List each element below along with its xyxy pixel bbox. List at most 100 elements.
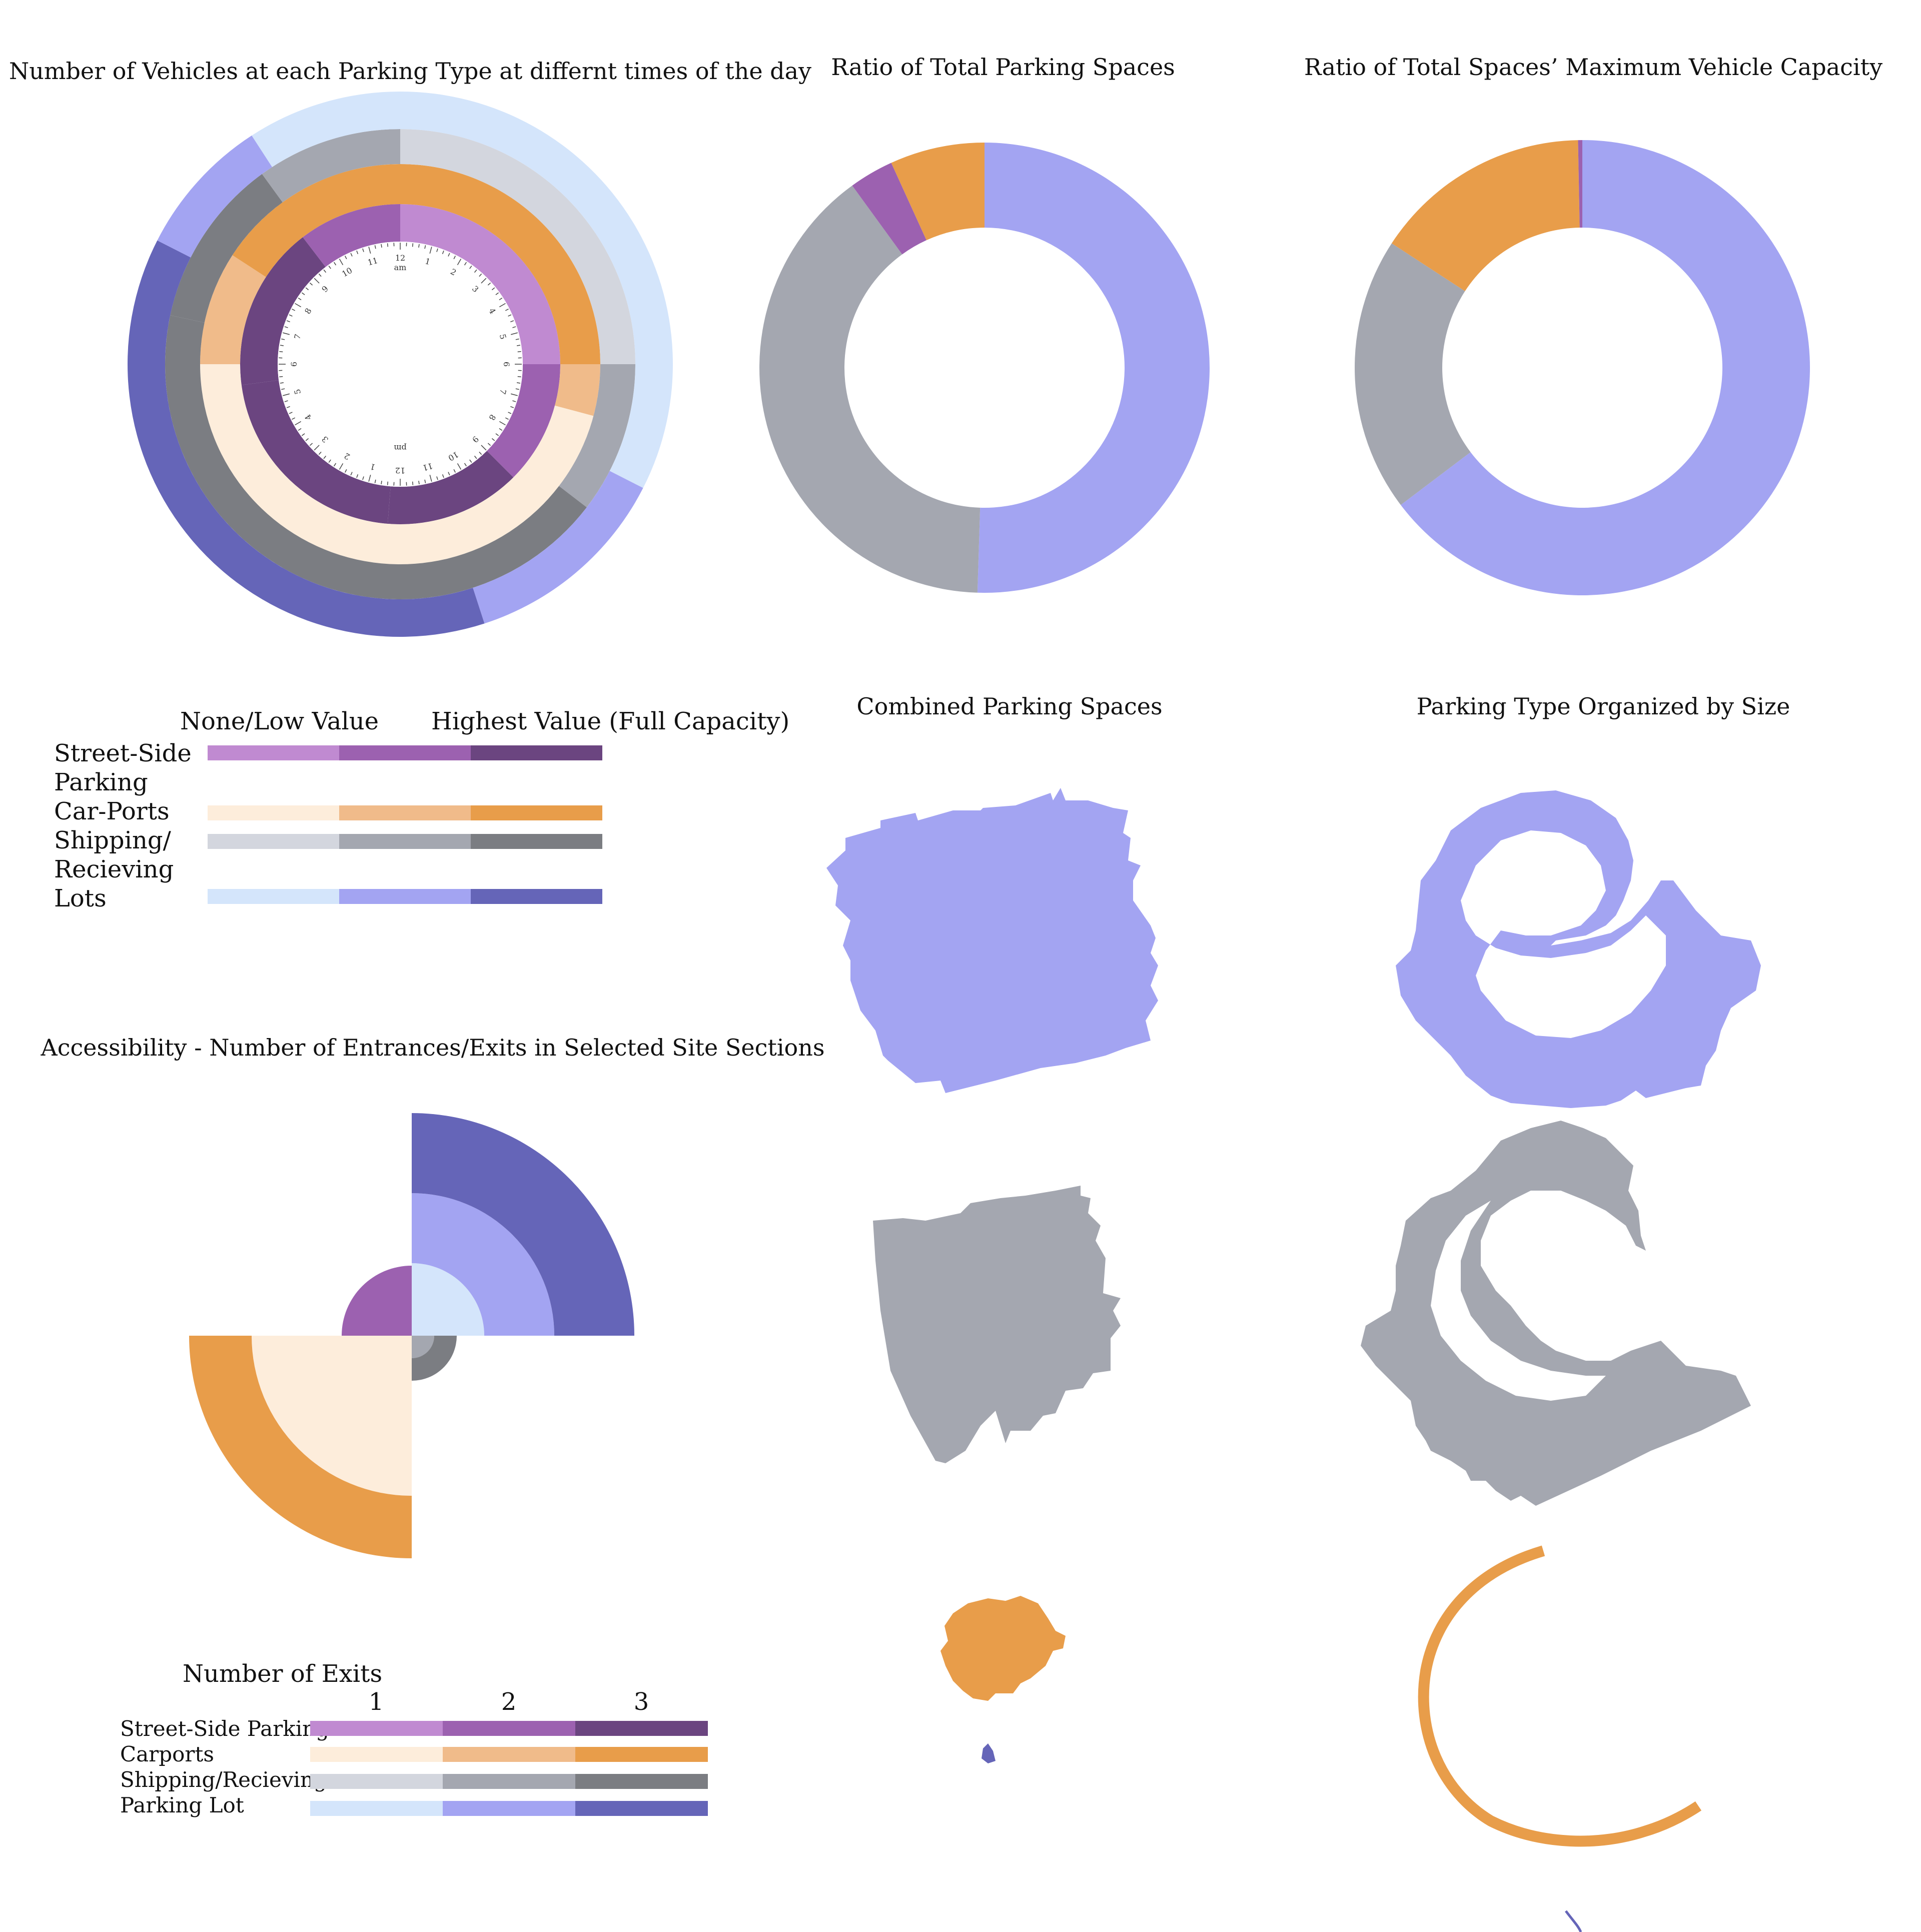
- ring-street-segment-1: [487, 364, 560, 478]
- exits-legend-swatch-lot-1: [443, 1801, 575, 1816]
- clock-tick-mark: [469, 459, 472, 463]
- rose-sector-street-0: [342, 1266, 412, 1336]
- clock-tick-mark: [286, 320, 290, 323]
- clock-tick-mark: [309, 443, 313, 446]
- clock-tick-mark: [457, 463, 462, 470]
- exits-legend-swatch-street-1: [443, 1721, 575, 1736]
- clock-tick-mark: [345, 256, 347, 260]
- capacity-legend: None/Low Value Highest Value (Full Capac…: [54, 707, 789, 912]
- clock-tick-mark: [429, 475, 432, 482]
- exits-legend-swatch-carport-0: [310, 1747, 443, 1762]
- exits-label-lot: Parking Lot: [120, 1793, 244, 1817]
- ring-shipping-segment-2: [165, 315, 587, 599]
- clock-tick-mark: [457, 259, 462, 266]
- clock-tick-mark: [499, 298, 503, 301]
- clock-tick-mark: [309, 282, 313, 286]
- ring-shipping-segment-0: [400, 129, 635, 364]
- clock-tick-mark: [436, 248, 438, 252]
- clock-tick-mark: [280, 345, 284, 346]
- combined-carport-map: [940, 1596, 1066, 1701]
- clock-hour-label-17: 5: [292, 388, 303, 396]
- clock-tick-mark: [295, 303, 302, 308]
- rose-sector-lot-0: [412, 1263, 484, 1336]
- clock-face: [278, 242, 523, 487]
- high-value-label: Highest Value (Full Capacity): [431, 707, 789, 735]
- clock-tick-mark: [508, 412, 512, 414]
- clock-tick-mark: [508, 314, 512, 317]
- exits-legend-swatch-lot-2: [575, 1801, 708, 1816]
- radial-chart-title: Number of Vehicles at each Parking Type …: [9, 58, 811, 85]
- organized-street-map: [1565, 1910, 1582, 1932]
- rose-sector-carport-0: [252, 1336, 412, 1496]
- capacity-legend-swatch-street-1: [339, 745, 471, 760]
- ring-lot-segment-1: [473, 471, 643, 624]
- clock-tick-mark: [323, 455, 327, 459]
- clock-tick-mark: [356, 474, 359, 478]
- clock-tick-mark: [487, 282, 491, 286]
- capacity-legend-swatch-carport-2: [471, 805, 602, 820]
- clock-tick-mark: [505, 417, 509, 420]
- clock-tick-mark: [298, 298, 302, 301]
- organized-shipping-map: [1361, 1121, 1751, 1506]
- capacity-legend-swatch-lot-1: [339, 889, 471, 904]
- ring-carport-segment-1: [555, 364, 600, 416]
- clock-tick-mark: [464, 463, 467, 467]
- pie2-slice-carport: [1391, 140, 1580, 292]
- legend-label-street-2: Parking: [54, 768, 148, 796]
- exits-tick-2: 2: [501, 1688, 517, 1716]
- capacity-legend-swatch-lot-2: [471, 889, 602, 904]
- clock-hour-label-5: 5: [498, 333, 508, 341]
- clock-hour-label-6: 6: [502, 362, 511, 367]
- capacity-pie-title: Ratio of Total Spaces’ Maximum Vehicle C…: [1304, 54, 1882, 81]
- combined-street-map: [982, 1743, 996, 1763]
- clock-tick-mark: [429, 247, 432, 254]
- clock-tick-mark: [512, 400, 516, 402]
- organized-lot-map: [1396, 790, 1761, 1108]
- capacity-donut: [1354, 140, 1810, 595]
- ring-carport-segment-4: [232, 164, 400, 277]
- clock-tick-mark: [448, 253, 450, 257]
- clock-tick-mark: [305, 287, 309, 291]
- capacity-legend-swatch-lot-0: [208, 889, 339, 904]
- clock-tick-mark: [362, 248, 364, 252]
- clock-tick-mark: [323, 269, 327, 273]
- capacity-legend-swatch-shipping-0: [208, 834, 339, 849]
- clock-hour-label-18: 6: [289, 362, 299, 367]
- clock-tick-mark: [301, 433, 305, 436]
- clock-tick-mark: [318, 451, 322, 455]
- parking-spaces-donut: [759, 143, 1210, 593]
- clock-tick-mark: [381, 480, 382, 485]
- ring-shipping-segment-4: [262, 129, 400, 203]
- clock-tick-mark: [510, 406, 514, 408]
- pie1-slice-lot: [977, 143, 1210, 593]
- clock-tick-mark: [350, 472, 353, 476]
- capacity-legend-bars: [208, 745, 602, 904]
- site-maps: [826, 788, 1761, 1932]
- ring-street-segment-2: [387, 451, 514, 525]
- exits-legend-title: Number of Exits: [183, 1660, 382, 1688]
- exits-legend-swatch-street-0: [310, 1721, 443, 1736]
- legend-label-shipping-1: Shipping/: [54, 826, 172, 854]
- clock-tick-mark: [301, 292, 305, 295]
- clock-tick-mark: [499, 428, 503, 431]
- clock-tick-mark: [495, 292, 499, 295]
- clock-tick-mark: [453, 256, 456, 260]
- ring-lot-segment-0: [400, 92, 673, 488]
- exits-tick-1: 1: [369, 1688, 384, 1716]
- clock-tick-mark: [295, 421, 302, 426]
- clock-tick-mark: [334, 463, 337, 467]
- clock-tick-mark: [292, 417, 296, 420]
- ring-shipping-segment-3: [170, 174, 283, 323]
- clock-hour-label-12: 12: [395, 466, 405, 475]
- clock-tick-mark: [453, 469, 456, 473]
- clock-hour-label-11: 11: [422, 461, 434, 473]
- clock-tick-mark: [283, 332, 290, 335]
- clock-tick-mark: [511, 393, 518, 396]
- exits-legend-swatch-lot-0: [310, 1801, 443, 1816]
- organized-map-title: Parking Type Organized by Size: [1417, 693, 1790, 720]
- ring-carport-segment-2: [200, 364, 594, 565]
- exits-legend-swatch-carport-1: [443, 1747, 575, 1762]
